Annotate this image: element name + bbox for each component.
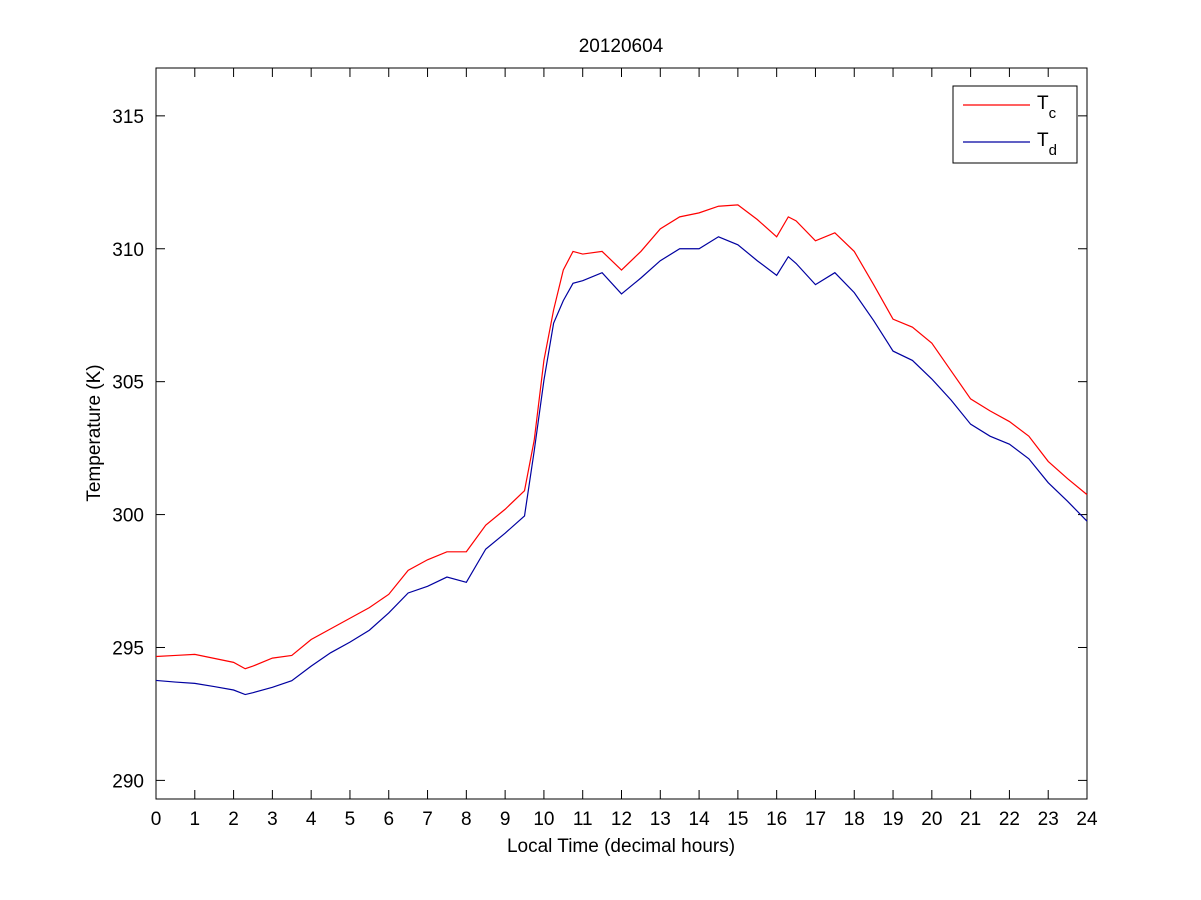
x-tick-label: 6 xyxy=(383,809,394,830)
x-tick-label: 9 xyxy=(500,809,511,830)
chart-title: 20120604 xyxy=(579,36,664,57)
x-tick-label: 4 xyxy=(306,809,317,830)
x-tick-label: 19 xyxy=(882,809,903,830)
y-axis-label: Temperature (K) xyxy=(84,364,105,501)
x-tick-label: 10 xyxy=(533,809,554,830)
x-tick-label: 16 xyxy=(766,809,787,830)
x-tick-label: 3 xyxy=(267,809,278,830)
legend-box xyxy=(952,85,1078,164)
x-tick-label: 24 xyxy=(1076,809,1098,830)
x-tick-label: 18 xyxy=(844,809,865,830)
x-tick-label: 8 xyxy=(461,809,472,830)
legend-label: Tc xyxy=(1037,93,1057,122)
legend-label: Td xyxy=(1037,130,1057,159)
x-tick-label: 21 xyxy=(960,809,981,830)
x-tick-label: 1 xyxy=(190,809,201,830)
x-tick-label: 13 xyxy=(650,809,671,830)
data-line xyxy=(155,236,1088,696)
x-tick-label: 2 xyxy=(228,809,239,830)
x-tick-label: 14 xyxy=(689,809,711,830)
x-tick-label: 22 xyxy=(999,809,1020,830)
y-tick-label: 310 xyxy=(112,240,144,261)
x-axis-label: Local Time (decimal hours) xyxy=(507,836,735,857)
y-tick-label: 300 xyxy=(112,506,144,527)
x-tick-label: 0 xyxy=(151,809,162,830)
x-tick-label: 20 xyxy=(921,809,942,830)
x-tick-label: 5 xyxy=(345,809,356,830)
data-line xyxy=(155,204,1088,670)
x-tick-label: 17 xyxy=(805,809,826,830)
y-tick-label: 295 xyxy=(112,638,144,659)
x-tick-label: 7 xyxy=(422,809,433,830)
plot-area xyxy=(155,67,1088,800)
x-tick-label: 23 xyxy=(1038,809,1059,830)
x-tick-label: 11 xyxy=(573,809,593,830)
y-tick-label: 305 xyxy=(112,373,144,394)
y-tick-label: 315 xyxy=(112,107,144,128)
x-tick-label: 12 xyxy=(611,809,632,830)
x-tick-label: 15 xyxy=(727,809,748,830)
y-tick-label: 290 xyxy=(112,771,144,792)
